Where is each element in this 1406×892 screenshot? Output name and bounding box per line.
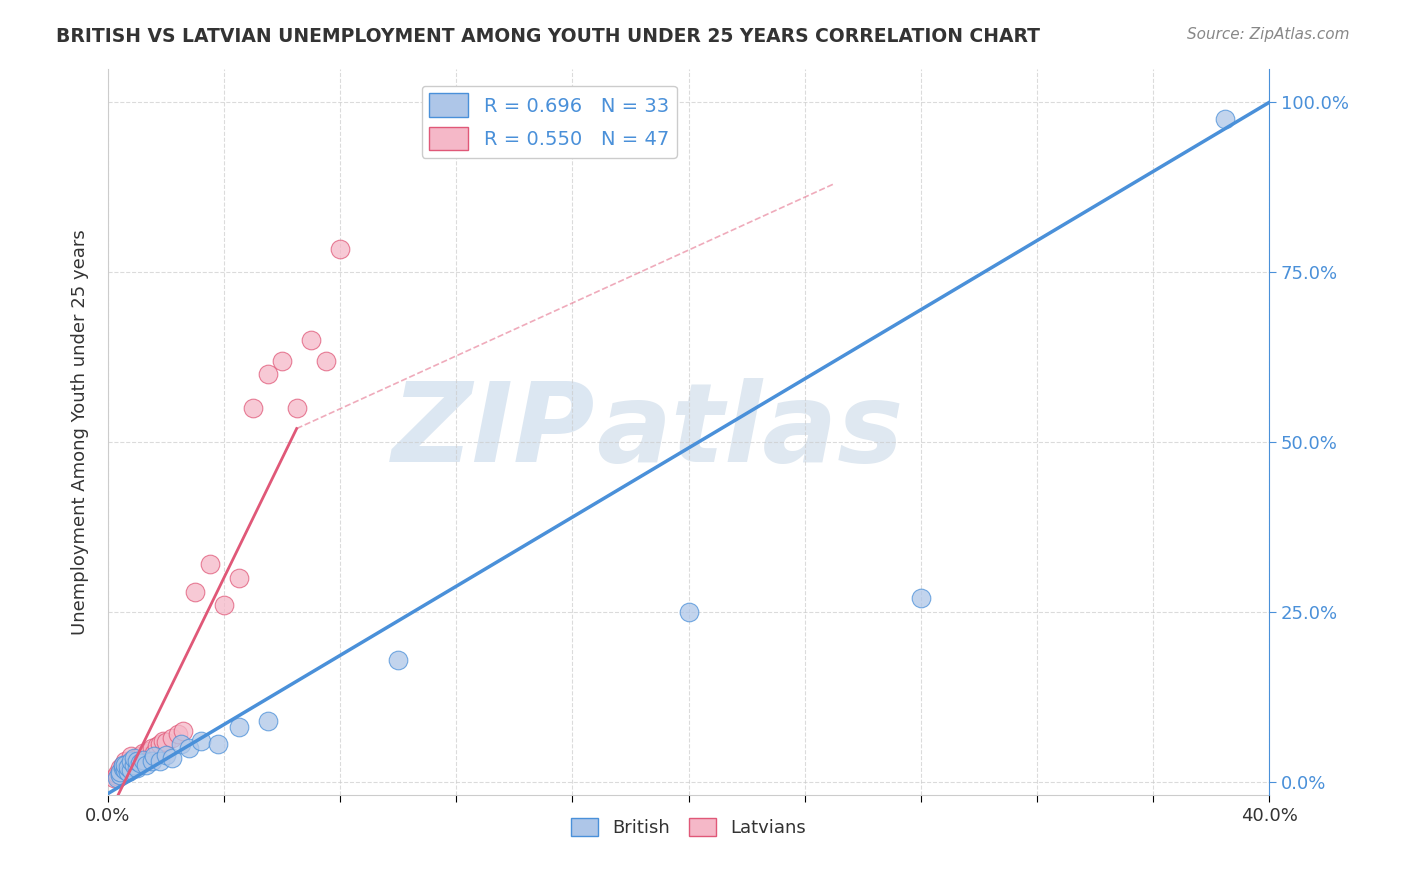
Point [132,753,155,767]
Point [111,757,134,772]
Point [329,242,352,256]
Point [120,749,142,764]
Point [125,757,148,772]
Point [120,763,142,777]
Point [117,764,139,779]
Point [108,764,131,779]
Point [155,735,177,749]
Point [141,747,163,762]
Point [114,763,136,777]
Point [1215,112,1237,127]
Point [132,753,155,767]
Point [141,740,163,755]
Point [315,353,337,368]
Point [120,753,142,767]
Point [207,738,229,752]
Point [228,721,250,735]
Text: Source: ZipAtlas.com: Source: ZipAtlas.com [1187,27,1350,42]
Point [242,401,264,416]
Point [172,723,194,738]
Point [111,761,134,775]
Point [114,755,136,769]
Point [256,368,278,382]
Point [111,763,134,777]
Point [108,768,131,782]
Point [212,598,235,612]
Point [149,755,172,769]
Point [105,769,128,783]
Text: atlas: atlas [596,378,903,485]
Point [108,761,131,775]
Point [122,751,145,765]
Y-axis label: Unemployment Among Youth under 25 years: Unemployment Among Youth under 25 years [72,229,89,635]
Point [228,571,250,585]
Point [152,734,174,748]
Point [120,760,142,774]
Point [125,755,148,769]
Point [120,755,142,769]
Point [166,727,188,741]
Point [146,739,169,754]
Point [155,747,177,762]
Point [111,757,134,772]
Text: ZIP: ZIP [392,378,596,485]
Point [387,652,409,666]
Point [138,744,160,758]
Point [108,768,131,782]
Point [117,760,139,774]
Point [129,749,152,764]
Point [129,756,152,770]
Point [160,731,183,745]
Point [103,772,125,786]
Point [179,740,201,755]
Point [122,756,145,770]
Point [271,353,294,368]
Point [135,757,157,772]
Point [105,772,128,786]
Point [190,734,212,748]
Point [114,764,136,779]
Point [184,584,207,599]
Point [117,763,139,777]
Point [117,756,139,770]
Point [169,738,191,752]
Point [141,755,163,769]
Point [198,558,221,572]
Point [678,605,700,619]
Point [132,746,155,760]
Point [129,755,152,769]
Point [108,764,131,779]
Point [114,760,136,774]
Point [160,751,183,765]
Point [910,591,932,606]
Point [114,757,136,772]
Point [111,766,134,780]
Point [143,746,166,760]
Point [135,749,157,764]
Text: BRITISH VS LATVIAN UNEMPLOYMENT AMONG YOUTH UNDER 25 YEARS CORRELATION CHART: BRITISH VS LATVIAN UNEMPLOYMENT AMONG YO… [56,27,1040,45]
Point [299,333,322,347]
Point [122,757,145,772]
Point [125,751,148,765]
Point [143,749,166,764]
Point [285,401,308,416]
Point [125,761,148,775]
Point [105,766,128,780]
Point [256,714,278,728]
Point [149,738,172,752]
Legend: British, Latvians: British, Latvians [564,811,813,845]
